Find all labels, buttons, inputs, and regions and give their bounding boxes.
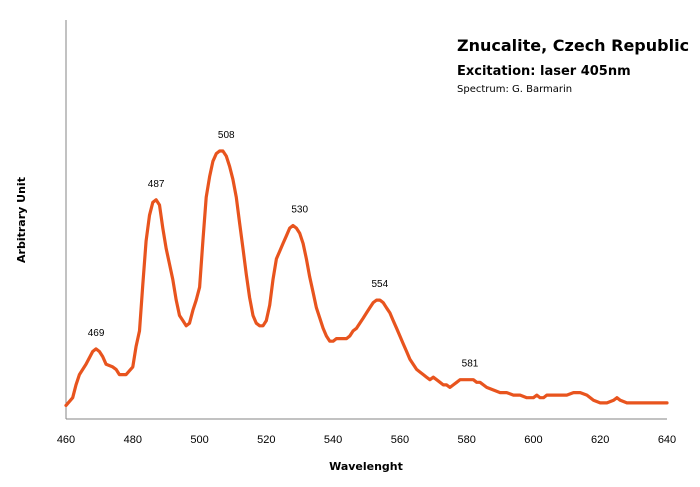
x-tick-label: 480 [124, 434, 142, 446]
x-tick-label: 460 [57, 434, 75, 446]
chart-credit: Spectrum: G. Barmarin [457, 84, 572, 95]
x-tick-label: 640 [658, 434, 676, 446]
x-tick-label: 580 [457, 434, 475, 446]
axes [65, 20, 667, 420]
chart-subtitle: Excitation: laser 405nm [457, 64, 631, 79]
x-axis-label: Wavelenght [329, 460, 403, 473]
x-tick-label: 520 [257, 434, 275, 446]
x-tick-label: 500 [190, 434, 208, 446]
peak-label: 530 [291, 205, 308, 216]
x-tick-label: 600 [524, 434, 542, 446]
x-tick-label: 560 [391, 434, 409, 446]
chart-title: Znucalite, Czech Republic [457, 36, 689, 55]
x-tick-label: 620 [591, 434, 609, 446]
x-ticks: 460 480 500 520 540 560 580 600 620 640 [57, 434, 676, 446]
peak-label: 581 [462, 359, 479, 370]
peak-label: 487 [148, 179, 165, 190]
peak-label: 508 [218, 130, 235, 141]
y-axis-label: Arbitrary Unit [15, 177, 28, 263]
peak-annotations: 469 487 508 530 554 581 [88, 130, 479, 370]
x-tick-label: 540 [324, 434, 342, 446]
peak-label: 554 [372, 279, 389, 290]
spectrum-line [64, 149, 669, 407]
peak-label: 469 [88, 328, 105, 339]
